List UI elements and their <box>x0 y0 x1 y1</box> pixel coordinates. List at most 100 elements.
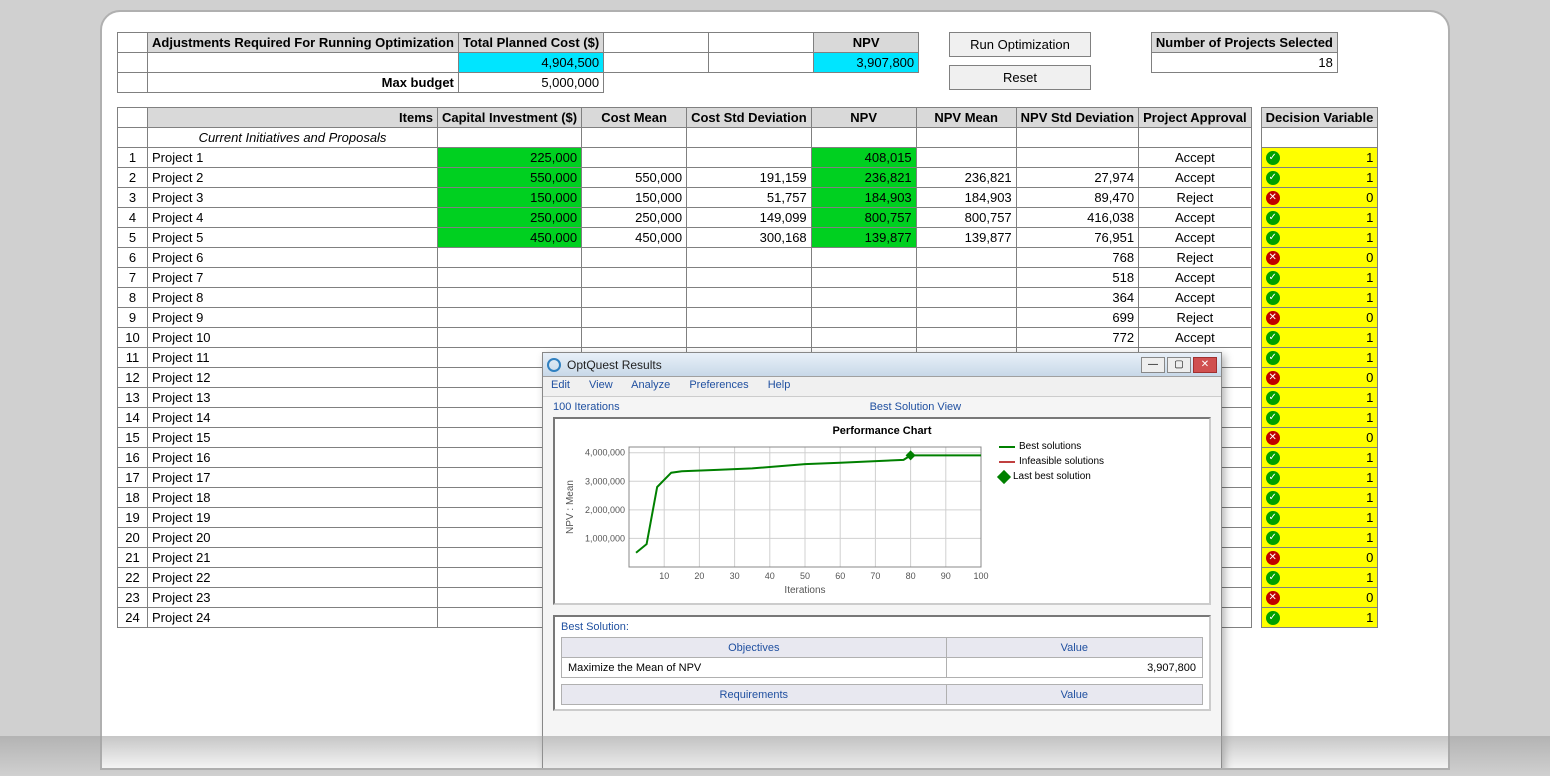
capital-cell[interactable] <box>438 248 582 268</box>
decision-cell[interactable]: ✕0 <box>1261 188 1378 208</box>
npv-value[interactable]: 3,907,800 <box>814 53 919 73</box>
project-name-cell[interactable]: Project 20 <box>148 528 438 548</box>
cost-mean-cell[interactable] <box>582 268 687 288</box>
cost-std-cell[interactable]: 149,099 <box>687 208 812 228</box>
decision-cell[interactable]: ✓1 <box>1261 208 1378 228</box>
capital-cell[interactable] <box>438 308 582 328</box>
npv-mean-cell[interactable]: 184,903 <box>916 188 1016 208</box>
cost-mean-cell[interactable] <box>582 248 687 268</box>
decision-cell[interactable]: ✓1 <box>1261 328 1378 348</box>
table-row[interactable]: 8Project 8364Accept✓1 <box>118 288 1378 308</box>
project-name-cell[interactable]: Project 18 <box>148 488 438 508</box>
approval-cell[interactable]: Accept <box>1139 268 1252 288</box>
table-row[interactable]: 4Project 4250,000250,000149,099800,75780… <box>118 208 1378 228</box>
decision-cell[interactable]: ✕0 <box>1261 368 1378 388</box>
project-name-cell[interactable]: Project 7 <box>148 268 438 288</box>
close-button[interactable]: ✕ <box>1193 357 1217 373</box>
approval-cell[interactable]: Accept <box>1139 208 1252 228</box>
capital-cell[interactable]: 250,000 <box>438 208 582 228</box>
cost-mean-cell[interactable]: 150,000 <box>582 188 687 208</box>
table-row[interactable]: 10Project 10772Accept✓1 <box>118 328 1378 348</box>
npv-cell[interactable]: 184,903 <box>811 188 916 208</box>
project-name-cell[interactable]: Project 11 <box>148 348 438 368</box>
decision-cell[interactable]: ✓1 <box>1261 488 1378 508</box>
capital-cell[interactable] <box>438 328 582 348</box>
npv-mean-cell[interactable] <box>916 268 1016 288</box>
cost-std-cell[interactable] <box>687 248 812 268</box>
npv-cell[interactable] <box>811 328 916 348</box>
decision-cell[interactable]: ✓1 <box>1261 508 1378 528</box>
project-name-cell[interactable]: Project 4 <box>148 208 438 228</box>
project-name-cell[interactable]: Project 15 <box>148 428 438 448</box>
npv-mean-cell[interactable] <box>916 148 1016 168</box>
optquest-dialog[interactable]: OptQuest Results — ▢ ✕ Edit View Analyze… <box>542 352 1222 770</box>
table-row[interactable]: 2Project 2550,000550,000191,159236,82123… <box>118 168 1378 188</box>
decision-cell[interactable]: ✓1 <box>1261 288 1378 308</box>
decision-cell[interactable]: ✓1 <box>1261 408 1378 428</box>
maximize-button[interactable]: ▢ <box>1167 357 1191 373</box>
cost-std-cell[interactable]: 191,159 <box>687 168 812 188</box>
dialog-titlebar[interactable]: OptQuest Results — ▢ ✕ <box>543 353 1221 377</box>
table-row[interactable]: 3Project 3150,000150,00051,757184,903184… <box>118 188 1378 208</box>
npv-cell[interactable]: 139,877 <box>811 228 916 248</box>
npv-mean-cell[interactable] <box>916 288 1016 308</box>
cost-mean-cell[interactable]: 550,000 <box>582 168 687 188</box>
npv-cell[interactable]: 408,015 <box>811 148 916 168</box>
npv-cell[interactable] <box>811 308 916 328</box>
decision-cell[interactable]: ✓1 <box>1261 268 1378 288</box>
npv-mean-cell[interactable] <box>916 248 1016 268</box>
reset-button[interactable]: Reset <box>949 65 1091 90</box>
cost-std-cell[interactable] <box>687 268 812 288</box>
project-name-cell[interactable]: Project 24 <box>148 608 438 628</box>
project-name-cell[interactable]: Project 22 <box>148 568 438 588</box>
project-name-cell[interactable]: Project 23 <box>148 588 438 608</box>
project-name-cell[interactable]: Project 14 <box>148 408 438 428</box>
minimize-button[interactable]: — <box>1141 357 1165 373</box>
cost-std-cell[interactable] <box>687 148 812 168</box>
project-name-cell[interactable]: Project 17 <box>148 468 438 488</box>
npv-std-cell[interactable] <box>1016 148 1138 168</box>
capital-cell[interactable] <box>438 288 582 308</box>
decision-cell[interactable]: ✕0 <box>1261 428 1378 448</box>
decision-cell[interactable]: ✕0 <box>1261 308 1378 328</box>
decision-cell[interactable]: ✓1 <box>1261 528 1378 548</box>
cost-std-cell[interactable]: 51,757 <box>687 188 812 208</box>
project-name-cell[interactable]: Project 2 <box>148 168 438 188</box>
npv-std-cell[interactable]: 768 <box>1016 248 1138 268</box>
decision-cell[interactable]: ✓1 <box>1261 448 1378 468</box>
capital-cell[interactable] <box>438 268 582 288</box>
menu-preferences[interactable]: Preferences <box>689 379 748 391</box>
cost-mean-cell[interactable] <box>582 308 687 328</box>
cost-mean-cell[interactable]: 250,000 <box>582 208 687 228</box>
total-planned-value[interactable]: 4,904,500 <box>458 53 603 73</box>
run-optimization-button[interactable]: Run Optimization <box>949 32 1091 57</box>
project-name-cell[interactable]: Project 1 <box>148 148 438 168</box>
npv-std-cell[interactable]: 364 <box>1016 288 1138 308</box>
capital-cell[interactable]: 225,000 <box>438 148 582 168</box>
project-name-cell[interactable]: Project 3 <box>148 188 438 208</box>
npv-cell[interactable] <box>811 268 916 288</box>
approval-cell[interactable]: Accept <box>1139 168 1252 188</box>
cost-mean-cell[interactable] <box>582 328 687 348</box>
cost-mean-cell[interactable] <box>582 148 687 168</box>
capital-cell[interactable]: 550,000 <box>438 168 582 188</box>
npv-mean-cell[interactable]: 139,877 <box>916 228 1016 248</box>
approval-cell[interactable]: Reject <box>1139 248 1252 268</box>
cost-mean-cell[interactable] <box>582 288 687 308</box>
max-budget-value[interactable]: 5,000,000 <box>458 73 603 93</box>
decision-cell[interactable]: ✕0 <box>1261 548 1378 568</box>
project-name-cell[interactable]: Project 16 <box>148 448 438 468</box>
npv-std-cell[interactable]: 76,951 <box>1016 228 1138 248</box>
npv-std-cell[interactable]: 27,974 <box>1016 168 1138 188</box>
approval-cell[interactable]: Reject <box>1139 308 1252 328</box>
decision-cell[interactable]: ✓1 <box>1261 228 1378 248</box>
decision-cell[interactable]: ✓1 <box>1261 168 1378 188</box>
menu-edit[interactable]: Edit <box>551 379 570 391</box>
cost-std-cell[interactable] <box>687 328 812 348</box>
npv-cell[interactable]: 236,821 <box>811 168 916 188</box>
project-name-cell[interactable]: Project 19 <box>148 508 438 528</box>
npv-mean-cell[interactable] <box>916 328 1016 348</box>
approval-cell[interactable]: Accept <box>1139 328 1252 348</box>
table-row[interactable]: 6Project 6768Reject✕0 <box>118 248 1378 268</box>
project-name-cell[interactable]: Project 9 <box>148 308 438 328</box>
